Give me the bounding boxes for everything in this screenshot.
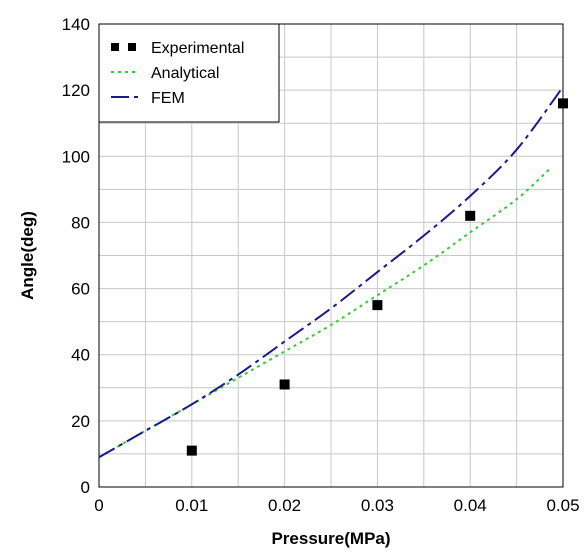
y-tick-label: 0 (81, 478, 90, 497)
x-tick-label: 0.02 (268, 496, 301, 515)
experimental-marker (186, 445, 197, 456)
legend-items: Experimental Analytical FEM (111, 40, 244, 107)
legend-label-experimental: Experimental (151, 40, 244, 57)
legend: Experimental Analytical FEM (98, 23, 280, 123)
fem-line (98, 86, 564, 459)
y-tick-label: 60 (71, 280, 90, 299)
y-tick-label: 80 (71, 213, 90, 232)
x-axis-title: Pressure(MPa) (271, 529, 390, 548)
analytical-line (98, 168, 550, 459)
x-tick-label: 0.04 (454, 496, 487, 515)
x-tick-label: 0 (94, 496, 103, 515)
y-axis-ticks: 0 20 40 60 80 100 120 140 (62, 15, 90, 497)
x-tick-label: 0.03 (361, 496, 394, 515)
x-tick-label: 0.05 (546, 496, 579, 515)
plot-area-frame (98, 23, 564, 488)
y-tick-label: 120 (62, 81, 90, 100)
experimental-marker (372, 300, 383, 311)
y-tick-label: 140 (62, 15, 90, 34)
x-axis-ticks: 0 0.01 0.02 0.03 0.04 0.05 (94, 496, 579, 515)
x-tick-label: 0.01 (175, 496, 208, 515)
legend-swatch-experimental (111, 43, 119, 51)
y-axis-title: Angle(deg) (18, 211, 37, 300)
legend-box (98, 23, 280, 123)
y-tick-label: 100 (62, 147, 90, 166)
y-tick-label: 40 (71, 346, 90, 365)
legend-label-fem: FEM (151, 90, 185, 107)
experimental-marker (279, 379, 290, 390)
experimental-marker (465, 210, 476, 221)
experimental-marker (558, 98, 568, 109)
y-tick-label: 20 (71, 412, 90, 431)
legend-swatch-experimental (128, 43, 136, 51)
legend-label-analytical: Analytical (151, 65, 219, 82)
series-layer (98, 86, 568, 459)
